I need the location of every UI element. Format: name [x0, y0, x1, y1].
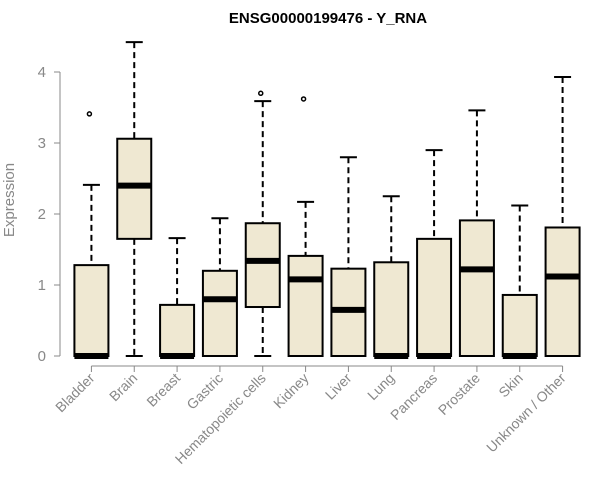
box-skin — [501, 204, 538, 359]
x-tick-label: Breast — [143, 370, 183, 410]
outlier-point — [86, 111, 93, 117]
x-tick-label: Bladder — [52, 370, 98, 416]
chart-title: ENSG00000199476 - Y_RNA — [229, 10, 427, 27]
iqr-box — [73, 264, 110, 357]
box-lung — [373, 195, 410, 359]
iqr-box — [373, 261, 410, 357]
box-bladder — [73, 111, 110, 359]
x-tick-label: Pancreas — [387, 370, 440, 423]
iqr-box — [458, 219, 495, 357]
iqr-box — [544, 226, 581, 357]
y-tick-label: 0 — [38, 348, 46, 365]
iqr-box — [416, 237, 453, 358]
box-series — [73, 41, 581, 359]
y-axis-label: Expression — [1, 163, 18, 237]
x-tick-label: Kidney — [270, 370, 312, 412]
iqr-box — [287, 254, 324, 357]
x-tick-label: Lung — [364, 370, 397, 403]
iqr-box — [201, 269, 238, 357]
y-tick-label: 3 — [38, 135, 46, 152]
y-tick-label: 2 — [38, 206, 46, 223]
y-tick-label: 4 — [38, 64, 46, 81]
box-breast — [159, 237, 196, 359]
outlier-point — [300, 96, 307, 102]
y-tick-label: 1 — [38, 277, 46, 294]
box-brain — [116, 41, 153, 357]
x-tick-label: Liver — [322, 370, 355, 403]
box-liver — [330, 156, 367, 358]
box-hematopoietic-cells — [244, 90, 281, 357]
box-kidney — [287, 96, 324, 357]
iqr-box — [501, 293, 538, 358]
x-tick-label: Prostate — [435, 370, 483, 418]
x-tick-label: Skin — [495, 370, 526, 401]
box-pancreas — [416, 149, 453, 359]
outlier-point — [258, 90, 264, 97]
iqr-box — [244, 222, 281, 309]
x-tick-label: Brain — [106, 370, 140, 404]
box-gastric — [201, 217, 238, 357]
y-axis: 0 1 2 3 4 — [38, 64, 61, 365]
box-prostate — [458, 109, 495, 357]
x-tick-label: Gastric — [183, 370, 226, 413]
x-tick-label: Unknown / Other — [483, 370, 569, 456]
box-unknown-other — [544, 75, 581, 357]
iqr-box — [116, 137, 153, 240]
iqr-box — [159, 303, 196, 358]
